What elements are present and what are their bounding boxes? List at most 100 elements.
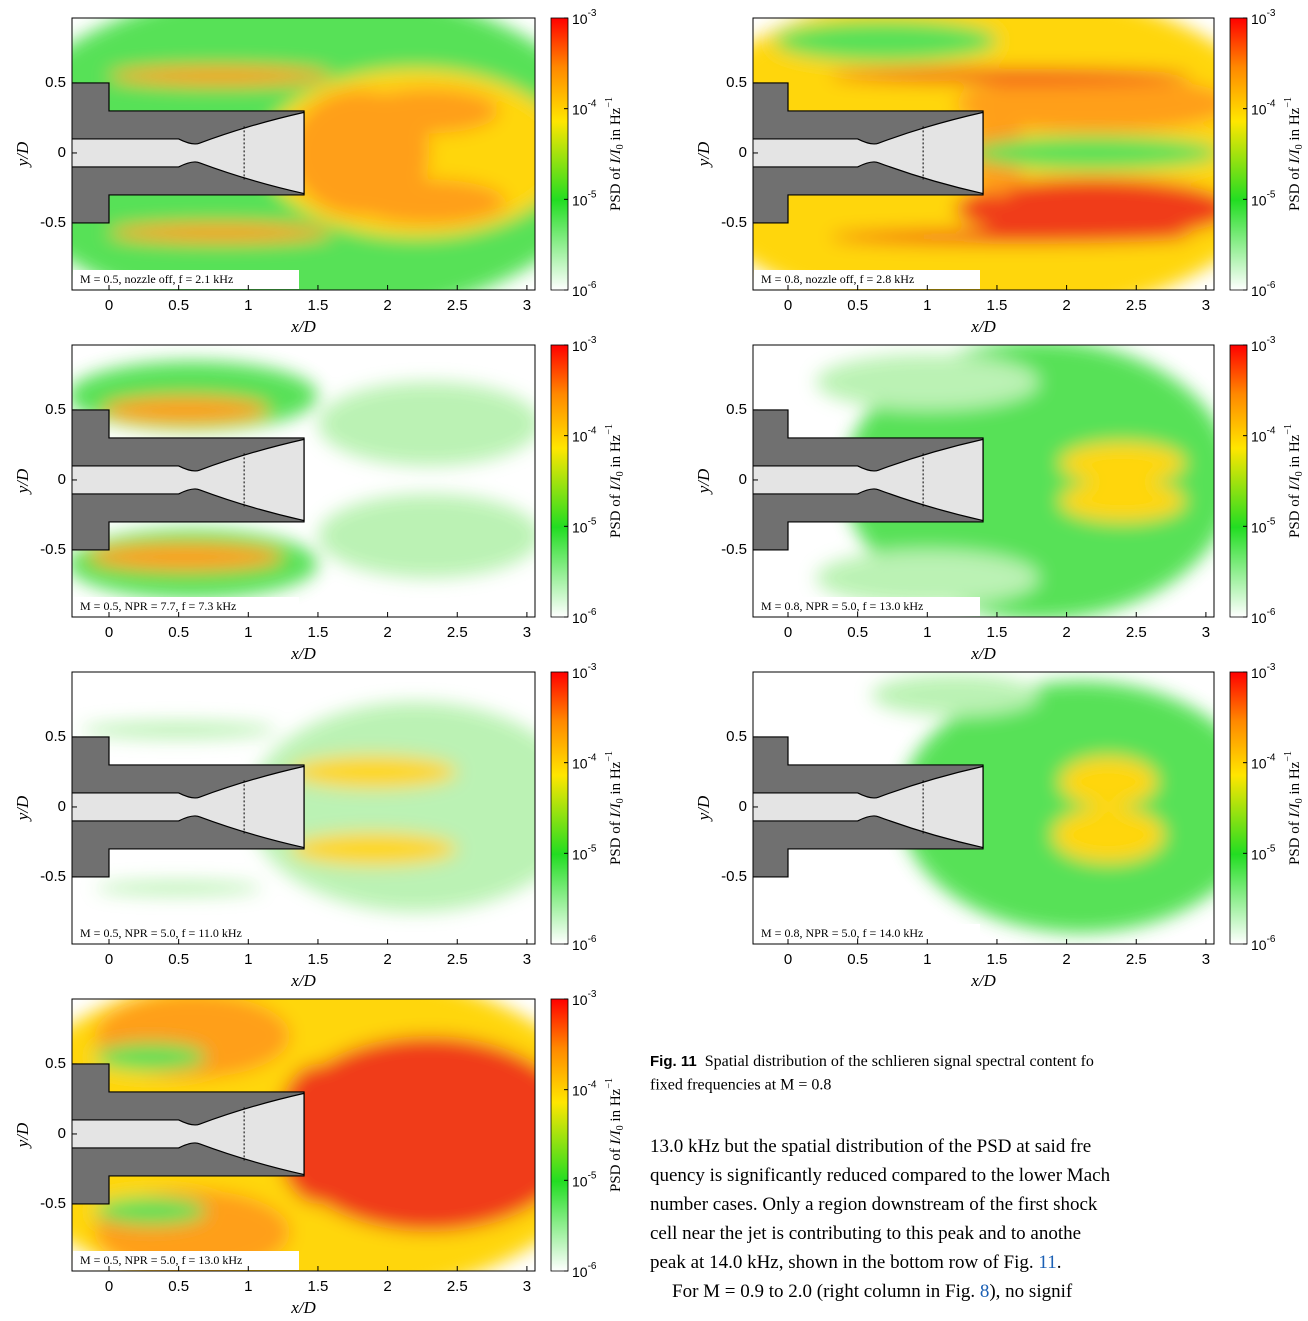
annotation: M = 0.8, NPR = 5.0, f = 14.0 kHz: [761, 926, 923, 940]
heatmap: [753, 345, 1214, 617]
text-span: 10: [572, 1082, 588, 1098]
text-span: 0: [1294, 798, 1305, 803]
blob: [317, 381, 535, 466]
blob: [290, 832, 458, 866]
text-span: −1: [1283, 751, 1294, 762]
text-span: -5: [1267, 189, 1276, 200]
text-span: I/I: [608, 802, 624, 818]
text-span: PSD of: [608, 163, 624, 211]
annotation-box: [73, 924, 299, 943]
text-span: -4: [588, 1079, 597, 1090]
text-span: I/I: [1287, 802, 1303, 818]
text-span: -5: [1267, 516, 1276, 527]
colorbar-tick-label: 10-3: [1251, 335, 1276, 354]
x-tick-label: 3: [1202, 624, 1210, 641]
plot-frame: [752, 671, 1215, 945]
colorbar-tick-label: 10-6: [572, 1261, 597, 1280]
x-tick-label: 2: [1062, 297, 1070, 314]
x-axis-label: x/D: [970, 317, 996, 336]
x-tick-label: 1: [244, 951, 252, 968]
colorbar: [550, 17, 569, 291]
body-line: 13.0 kHz but the spatial distribution of…: [650, 1136, 1091, 1157]
text-span: 10: [572, 610, 588, 626]
text-span: 10: [572, 665, 588, 681]
blob: [95, 1042, 207, 1071]
text-span: -6: [588, 1261, 597, 1272]
text-span: -4: [588, 752, 597, 763]
annotation: M = 0.5, NPR = 5.0, f = 13.0 kHz: [80, 1253, 242, 1267]
text-span: 0: [615, 1125, 626, 1130]
y-tick-label: -0.5: [721, 214, 747, 231]
y-tick-label: 0.5: [45, 1055, 66, 1072]
text-span: 10: [572, 992, 588, 1008]
x-axis-label: x/D: [290, 644, 316, 663]
colorbar-tick-label: 10-3: [572, 335, 597, 354]
y-tick-label: 0.5: [726, 728, 747, 745]
colorbar: [1229, 344, 1248, 618]
colorbar-tick-label: 10-6: [572, 607, 597, 626]
x-tick-label: 1: [923, 951, 931, 968]
blob: [109, 222, 332, 243]
x-tick-label: 0: [105, 624, 113, 641]
text-span: 10: [1251, 338, 1267, 354]
blob: [109, 66, 332, 86]
text-span: .: [1057, 1252, 1062, 1273]
panel: M = 0.5, nozzle off, f = 2.1 kHz 0 0.5 1 1.5…: [13, 8, 626, 336]
colorbar-tick-label: 10-4: [572, 752, 597, 771]
x-tick-label: 1.5: [308, 1278, 329, 1295]
text-span: PSD of: [1287, 163, 1303, 211]
text-span: -6: [588, 607, 597, 618]
text-span: I/I: [608, 1129, 624, 1145]
field: [81, 701, 535, 912]
text-span: in Hz: [608, 107, 624, 144]
x-tick-label: 0: [105, 951, 113, 968]
blob: [102, 395, 270, 424]
body-line: cell near the jet is contributing to thi…: [650, 1223, 1081, 1244]
y-tick-label: 0: [739, 471, 747, 488]
blob: [1059, 479, 1186, 522]
annotation: M = 0.5, NPR = 5.0, f = 11.0 kHz: [80, 926, 242, 940]
blob: [774, 19, 997, 62]
text-span: in Hz: [1287, 107, 1303, 144]
y-tick-label: -0.5: [721, 541, 747, 558]
x-tick-label: 0: [784, 951, 792, 968]
text-span: I/I: [608, 475, 624, 491]
blob: [969, 136, 1214, 170]
heatmap: [753, 18, 1214, 290]
x-tick-label: 2.5: [1126, 297, 1147, 314]
x-tick-label: 0: [105, 297, 113, 314]
blob: [95, 1196, 207, 1225]
text-span: 0: [1294, 471, 1305, 476]
blob: [871, 673, 1039, 716]
colorbar-label: PSD of I/I0 in Hz−1: [604, 424, 626, 538]
x-tick-label: 1: [923, 624, 931, 641]
y-tick-label: 0.5: [45, 728, 66, 745]
x-tick-label: 1: [244, 1278, 252, 1295]
colorbar-tick-label: 10-6: [572, 280, 597, 299]
x-axis-label: x/D: [290, 1298, 316, 1316]
text-span: in Hz: [608, 434, 624, 471]
y-tick-label: 0: [58, 471, 66, 488]
text-span: 10: [572, 283, 588, 299]
colorbar-tick-label: 10-5: [572, 843, 597, 862]
colorbar-tick-label: 10-3: [572, 662, 597, 681]
text-span: 10: [572, 519, 588, 535]
colorbar-tick-label: 10-4: [1251, 98, 1276, 117]
colorbar-tick-label: 10-4: [572, 425, 597, 444]
plot-frame: [71, 998, 536, 1272]
y-tick-label: 0.5: [45, 401, 66, 418]
caption-line: fixed frequencies at M = 0.8: [650, 1077, 831, 1094]
colorbar-label: PSD of I/I0 in Hz−1: [604, 97, 626, 211]
x-tick-label: 1: [923, 297, 931, 314]
body-line: number cases. Only a region downstream o…: [650, 1194, 1098, 1215]
text-span: 10: [572, 11, 588, 27]
y-tick-label: 0.5: [726, 401, 747, 418]
blob: [899, 680, 1214, 933]
text-span: -6: [1267, 934, 1276, 945]
x-tick-label: 1: [244, 624, 252, 641]
text-span: PSD of: [608, 490, 624, 538]
nozzle-channel: [753, 111, 984, 195]
panel: M = 0.5, NPR = 5.0, f = 11.0 kHz 0 0.5 1 1.5…: [13, 662, 626, 990]
nozzle-channel: [72, 765, 305, 849]
